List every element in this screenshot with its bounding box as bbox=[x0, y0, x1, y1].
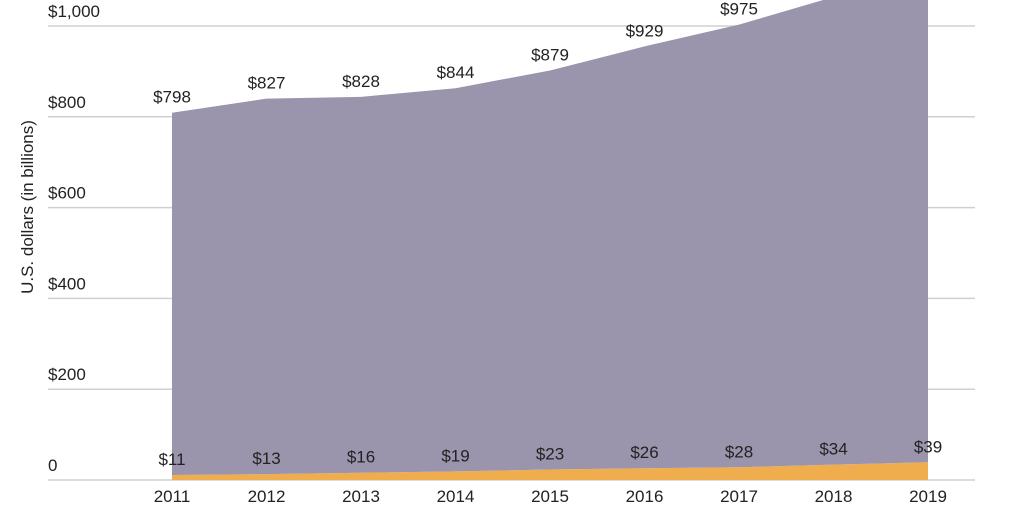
area-series-2 bbox=[172, 0, 928, 476]
data-label: $975 bbox=[720, 0, 758, 19]
x-tick-label: 2013 bbox=[342, 487, 380, 506]
x-tick-label: 2015 bbox=[531, 487, 569, 506]
areas bbox=[172, 0, 928, 480]
x-tick-label: 2011 bbox=[154, 487, 191, 506]
y-tick-labels: 0 $200 $400 $600 $800 $1,000 bbox=[48, 2, 100, 475]
x-tick-label: 2017 bbox=[720, 487, 758, 506]
data-label: $23 bbox=[536, 445, 564, 464]
x-tick-label: 2018 bbox=[815, 487, 853, 506]
data-label: $827 bbox=[248, 74, 286, 93]
y-tick-label: $1,000 bbox=[48, 2, 100, 21]
data-label: $844 bbox=[437, 63, 475, 82]
x-tick-labels: 2011 2012 2013 2014 2015 2016 2017 2018 2019 bbox=[154, 487, 947, 506]
data-labels: $11 $13 $16 $19 $23 $26 $28 $34 $39 $798 $827 $828 $… bbox=[153, 0, 942, 469]
y-axis-label: U.S. dollars (in billions) bbox=[18, 120, 37, 294]
data-label: $13 bbox=[252, 449, 280, 468]
data-label: $26 bbox=[630, 443, 658, 462]
y-tick-label: $600 bbox=[48, 184, 86, 203]
x-tick-label: 2014 bbox=[437, 487, 475, 506]
data-label: $11 bbox=[158, 450, 185, 469]
data-label: $798 bbox=[153, 88, 191, 107]
data-label: $39 bbox=[914, 437, 942, 456]
data-label: $19 bbox=[441, 446, 469, 465]
data-label: $28 bbox=[725, 442, 753, 461]
data-label: $16 bbox=[347, 448, 375, 467]
data-label: $828 bbox=[342, 72, 380, 91]
data-label: $34 bbox=[819, 440, 847, 459]
y-tick-label: $400 bbox=[48, 274, 86, 293]
x-tick-label: 2016 bbox=[626, 487, 664, 506]
y-tick-label: $800 bbox=[48, 93, 86, 112]
x-tick-label: 2019 bbox=[909, 487, 947, 506]
area-series-1 bbox=[172, 462, 928, 480]
y-tick-label: 0 bbox=[48, 456, 57, 475]
y-tick-label: $200 bbox=[48, 365, 86, 384]
x-tick-label: 2012 bbox=[248, 487, 286, 506]
data-label: $929 bbox=[626, 21, 664, 40]
data-label: $879 bbox=[531, 45, 569, 64]
